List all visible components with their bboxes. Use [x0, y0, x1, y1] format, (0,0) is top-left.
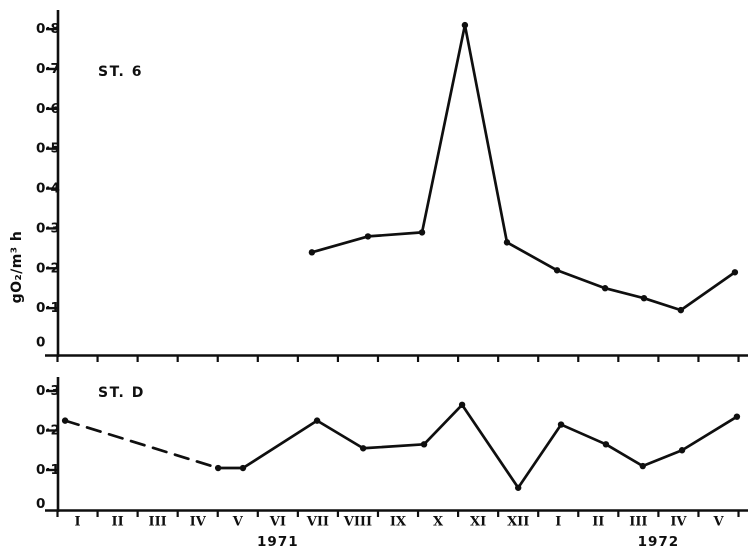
data-point	[214, 464, 222, 472]
series-segment	[679, 270, 737, 312]
data-point	[733, 413, 741, 420]
month-label: IV	[670, 515, 687, 530]
y-tick-label: 0·3	[36, 220, 60, 236]
data-point	[308, 249, 316, 256]
series-segment	[642, 296, 683, 312]
data-point	[602, 441, 610, 448]
series-segment	[505, 241, 559, 272]
series-segment	[420, 23, 467, 234]
y-tick-label: 0·2	[36, 423, 60, 439]
month-label: VI	[269, 515, 286, 530]
station-label-top: ST. 6	[98, 64, 143, 80]
y-tick-label: 0	[36, 496, 45, 512]
data-point	[640, 294, 648, 302]
data-point	[557, 421, 565, 428]
data-point	[420, 441, 428, 448]
panel-st-6: 0·8 0·7 0·6 0·5 0·4 0·3 0·2 0·1 0	[36, 10, 748, 362]
data-point	[313, 417, 321, 424]
month-label: I	[74, 515, 80, 530]
month-label: VIII	[343, 515, 372, 530]
series-segment	[559, 423, 608, 446]
y-tick-label: 0·2	[36, 260, 60, 276]
data-point	[239, 464, 247, 472]
month-label: IV	[190, 515, 207, 530]
month-label: XII	[507, 515, 529, 530]
month-label: III	[629, 515, 647, 530]
month-label: X	[433, 515, 444, 530]
series-segment	[460, 403, 520, 490]
data-point	[639, 462, 646, 470]
data-point	[61, 417, 69, 424]
station-label-bottom: ST. D	[98, 385, 145, 401]
y-axis-title: gO₂/m³ h	[9, 230, 25, 304]
y-tick-label: 0·1	[36, 462, 60, 478]
y-tick-label: 0·7	[36, 61, 60, 77]
series-segment	[422, 403, 464, 446]
data-point	[514, 484, 522, 491]
series-segment	[366, 231, 424, 238]
month-label: VII	[306, 515, 329, 530]
month-label: II	[592, 515, 604, 530]
y-tick-label: 0·6	[36, 101, 60, 117]
series-segment	[463, 23, 509, 244]
series-segment	[555, 268, 607, 290]
series-segment	[310, 235, 370, 254]
month-label: IX	[390, 515, 407, 530]
year-label-1971: 1971	[257, 534, 299, 550]
month-label: III	[149, 515, 167, 530]
month-label: II	[112, 515, 124, 530]
series-segment-dashed	[63, 419, 220, 470]
data-point	[731, 269, 739, 276]
month-label: V	[712, 515, 724, 530]
panel-st-d: 0·3 0·2 0·1 0	[36, 377, 748, 517]
data-point	[553, 267, 561, 274]
series-segment	[315, 419, 365, 450]
series-segment	[241, 419, 319, 470]
month-label: V	[232, 515, 244, 530]
y-tick-label: 0·3	[36, 383, 60, 399]
month-label: XI	[470, 515, 486, 530]
data-point	[601, 285, 609, 292]
y-tick-label: 0·5	[36, 141, 60, 157]
y-tick-label: 0·1	[36, 300, 60, 316]
year-label-1972: 1972	[637, 534, 680, 550]
series-segment	[603, 286, 646, 300]
series-segment	[516, 423, 563, 490]
data-point	[503, 239, 511, 246]
y-tick-label: 0·4	[36, 181, 60, 197]
data-point	[418, 229, 426, 236]
series-segment	[680, 415, 739, 452]
series-segment	[361, 442, 426, 450]
series-segment	[641, 448, 684, 468]
series-segment	[604, 442, 645, 468]
month-label: I	[555, 515, 561, 530]
month-axis-labels: I II III IV V VI VII VIII IX X XI XII I II III IV V	[74, 515, 724, 530]
y-tick-label: 0·8	[36, 21, 60, 37]
data-point	[677, 306, 685, 314]
data-point	[458, 401, 466, 409]
data-point	[364, 233, 372, 240]
data-point	[678, 447, 686, 454]
data-point	[359, 445, 367, 452]
y-tick-label: 0	[36, 335, 45, 351]
data-point	[461, 21, 469, 29]
